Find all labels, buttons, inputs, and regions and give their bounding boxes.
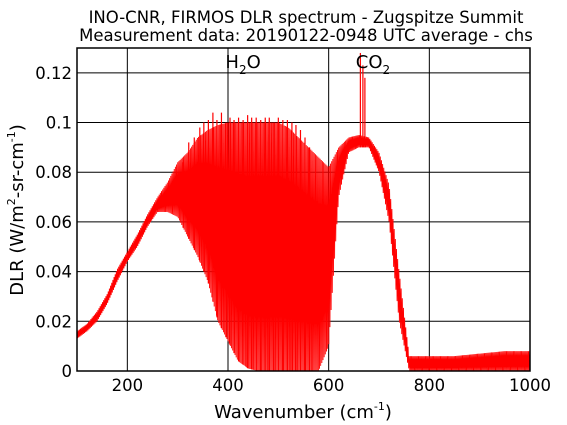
x-tick-label: 1000 [509,376,551,395]
series-line [76,122,531,372]
x-tick-label: 200 [112,376,144,395]
series-dlr [76,52,531,372]
y-tick-label: 0.12 [35,64,72,83]
y-tick-label: 0.08 [35,163,72,182]
x-tick-labels: 200 400 600 800 1000 [112,376,551,395]
y-tick-label: 0.02 [35,312,72,331]
chart-title: INO-CNR, FIRMOS DLR spectrum - Zugspitze… [89,8,524,27]
y-tick-label: 0.1 [46,114,72,133]
x-tick-label: 600 [313,376,345,395]
chart-subtitle: Measurement data: 20190122-0948 UTC aver… [79,26,533,45]
plot-frame [76,47,531,372]
y-tick-label: 0 [62,362,73,381]
x-tick-label: 800 [414,376,446,395]
annotation-h2o: H2O [225,52,260,77]
y-tick-label: 0.04 [35,263,72,282]
x-tick-label: 400 [212,376,244,395]
x-axis-label: Wavenumber (cm-1) [214,400,392,423]
y-tick-labels: 0 0.02 0.04 0.06 0.08 0.1 0.12 [35,64,72,381]
annotations: H2O CO2 [225,52,390,77]
y-tick-label: 0.06 [35,213,72,232]
y-axis-label: DLR (W/m2-sr-cm-1) [5,124,28,296]
annotation-co2: CO2 [356,52,390,77]
